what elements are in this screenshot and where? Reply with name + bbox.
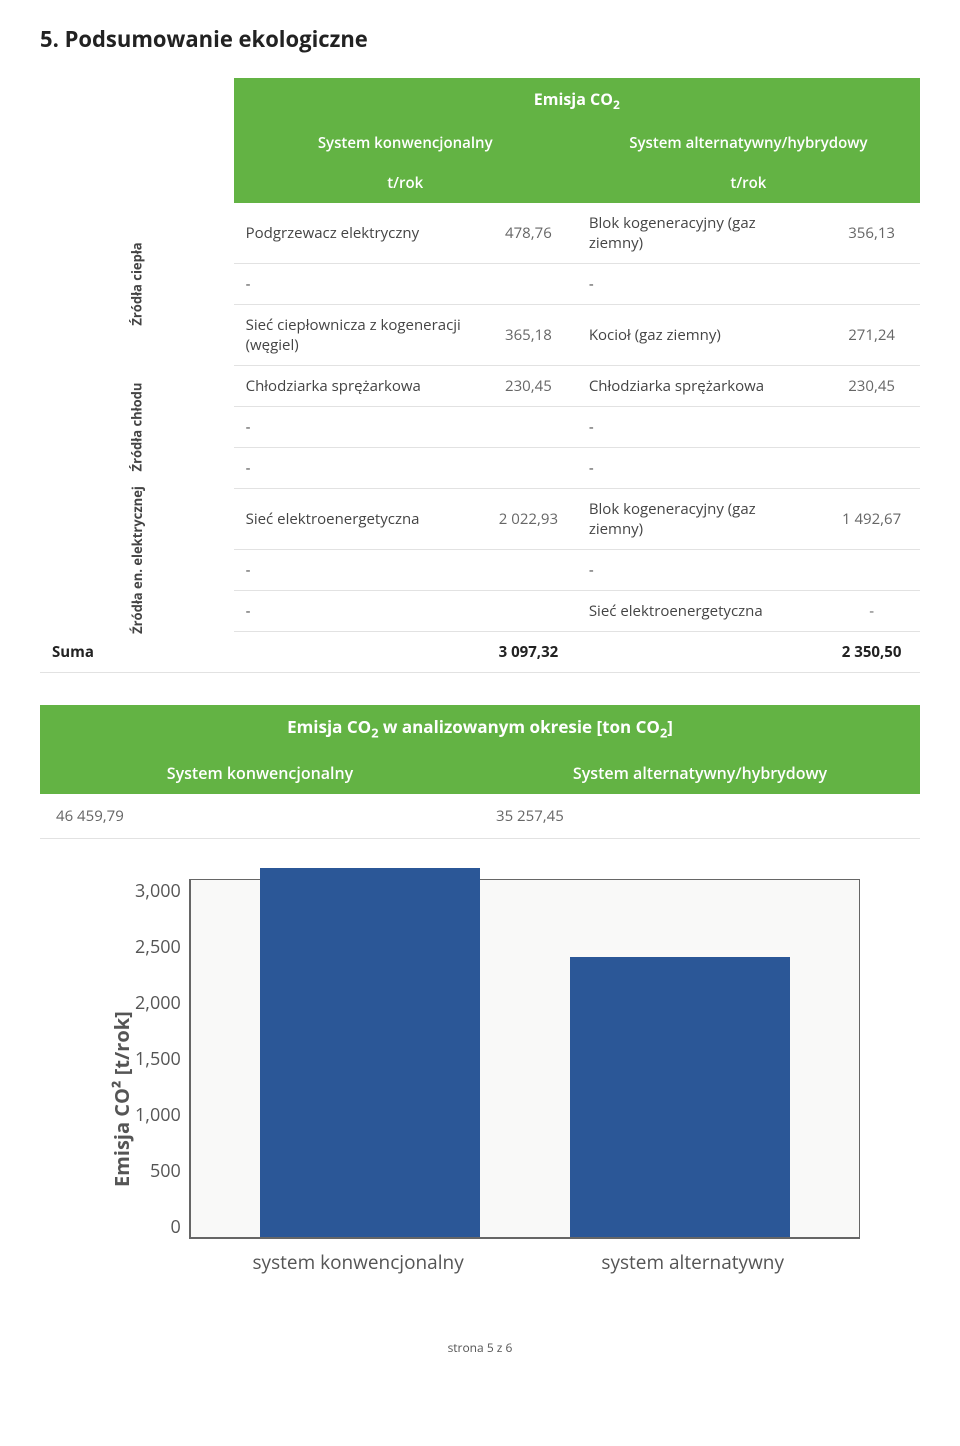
table1-title: Emisja CO2 — [234, 78, 920, 123]
chart-ylabel: Emisja CO² [t/rok] — [100, 879, 135, 1279]
cell-right-val: 356,13 — [823, 203, 920, 264]
cell-left-name: - — [234, 264, 480, 305]
unit-left: t/rok — [234, 163, 577, 203]
chart-bar — [260, 868, 480, 1237]
emissions-chart: Emisja CO² [t/rok] 3,000 2,500 2,000 1,500 1… — [100, 879, 860, 1279]
cell-left-val — [480, 591, 577, 632]
cell-right-name: - — [577, 264, 823, 305]
table-row: Źródła ciepłaPodgrzewacz elektryczny478,… — [40, 203, 920, 264]
group-label: Źródła en. elektrycznej — [40, 489, 234, 632]
cell-right-name: Chłodziarka sprężarkowa — [577, 366, 823, 407]
cell-left-val: 478,76 — [480, 203, 577, 264]
cell-right-val: 230,45 — [823, 366, 920, 407]
cell-left-name: Chłodziarka sprężarkowa — [234, 366, 480, 407]
cell-left-val: 365,18 — [480, 305, 577, 366]
sum-right: 2 350,50 — [823, 632, 920, 673]
period-table: Emisja CO2 w analizowanym okresie [ton C… — [40, 705, 920, 838]
group-label: Źródła ciepła — [40, 203, 234, 366]
cell-left-name: - — [234, 591, 480, 632]
col-conventional: System konwencjonalny — [234, 123, 577, 163]
emissions-table: Emisja CO2 System konwencjonalny System … — [40, 78, 920, 673]
cell-right-name: - — [577, 407, 823, 448]
cell-left-name: Sieć elektroenergetyczna — [234, 489, 480, 550]
cell-right-val: 1 492,67 — [823, 489, 920, 550]
ytick: 2,500 — [135, 935, 181, 959]
ytick: 1,000 — [135, 1103, 181, 1127]
cell-left-val — [480, 407, 577, 448]
t2-col-right: System alternatywny/hybrydowy — [480, 752, 920, 794]
ytick: 0 — [171, 1215, 181, 1239]
page-footer: strona 5 z 6 — [40, 1339, 920, 1356]
cell-right-name: - — [577, 448, 823, 489]
unit-right: t/rok — [577, 163, 920, 203]
t2-val-left: 46 459,79 — [40, 794, 480, 839]
cell-right-name: - — [577, 550, 823, 591]
table-row: Źródła en. elektrycznejSieć elektroenerg… — [40, 489, 920, 550]
cell-left-name: Podgrzewacz elektryczny — [234, 203, 480, 264]
ytick: 500 — [150, 1159, 181, 1183]
cell-right-val — [823, 448, 920, 489]
cell-right-val: - — [823, 591, 920, 632]
chart-plot — [191, 879, 860, 1237]
cell-right-val — [823, 407, 920, 448]
chart-yaxis: 3,000 2,500 2,000 1,500 1,000 500 0 — [135, 879, 189, 1279]
ytick: 1,500 — [135, 1047, 181, 1071]
cell-left-val — [480, 550, 577, 591]
t2-col-left: System konwencjonalny — [40, 752, 480, 794]
cell-left-val — [480, 448, 577, 489]
ytick: 2,000 — [135, 991, 181, 1015]
cell-right-val: 271,24 — [823, 305, 920, 366]
cell-right-name: Sieć elektroenergetyczna — [577, 591, 823, 632]
cell-right-name: Blok kogeneracyjny (gaz ziemny) — [577, 489, 823, 550]
cell-left-name: Sieć ciepłownicza z kogeneracji (węgiel) — [234, 305, 480, 366]
xtick: system konwencjonalny — [191, 1249, 526, 1275]
cell-left-val: 230,45 — [480, 366, 577, 407]
section-title: 5. Podsumowanie ekologiczne — [40, 24, 920, 54]
cell-left-val: 2 022,93 — [480, 489, 577, 550]
cell-right-val — [823, 550, 920, 591]
cell-left-name: - — [234, 407, 480, 448]
cell-left-name: - — [234, 550, 480, 591]
cell-right-name: Kocioł (gaz ziemny) — [577, 305, 823, 366]
cell-left-val — [480, 264, 577, 305]
table-row: Źródła chłoduChłodziarka sprężarkowa230,… — [40, 366, 920, 407]
col-alternative: System alternatywny/hybrydowy — [577, 123, 920, 163]
sum-label: Suma — [40, 632, 480, 673]
t2-val-right: 35 257,45 — [480, 794, 920, 839]
chart-xaxis: system konwencjonalnysystem alternatywny — [191, 1249, 860, 1275]
chart-bar — [570, 957, 790, 1237]
cell-right-val — [823, 264, 920, 305]
sum-left: 3 097,32 — [480, 632, 577, 673]
cell-left-name: - — [234, 448, 480, 489]
ytick: 3,000 — [135, 879, 181, 903]
table2-title: Emisja CO2 w analizowanym okresie [ton C… — [40, 705, 920, 751]
xtick: system alternatywny — [525, 1249, 860, 1275]
group-label: Źródła chłodu — [40, 366, 234, 489]
cell-right-name: Blok kogeneracyjny (gaz ziemny) — [577, 203, 823, 264]
